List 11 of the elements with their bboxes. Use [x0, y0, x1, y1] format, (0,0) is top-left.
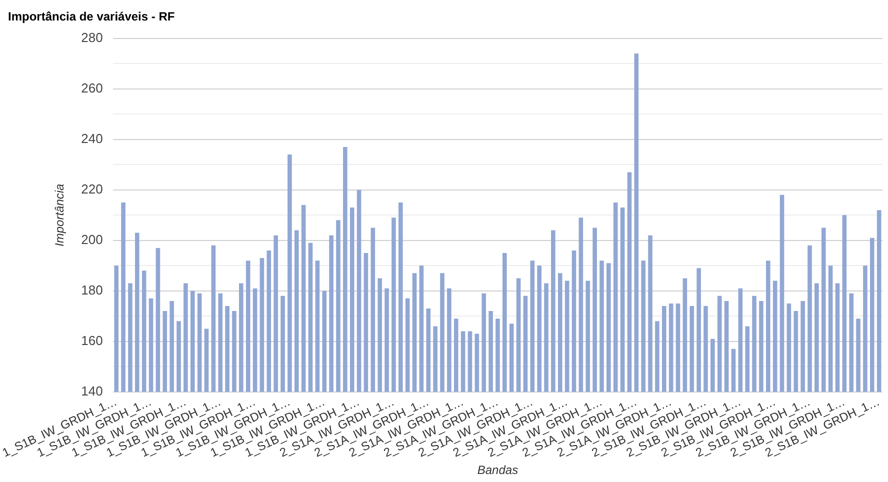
y-tick-label: 160 [81, 332, 103, 348]
y-tick-label: 280 [81, 30, 103, 45]
chart-title: Importância de variáveis - RF [8, 10, 175, 24]
y-tick-label: 200 [81, 232, 103, 247]
y-tick-label: 180 [81, 282, 103, 298]
y-tick-label: 220 [81, 181, 103, 196]
y-tick-label: 260 [81, 80, 103, 96]
x-axis-title: Bandas [477, 463, 518, 478]
y-tick-label: 140 [81, 383, 103, 398]
y-tick-label: 240 [81, 130, 103, 146]
y-axis-title: Importância [52, 183, 66, 246]
